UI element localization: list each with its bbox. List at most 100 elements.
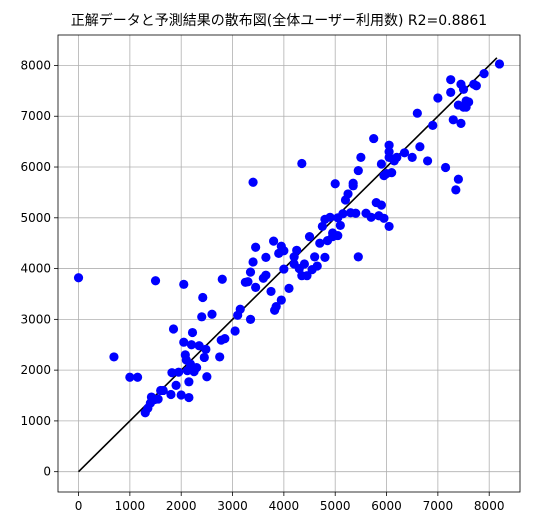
data-point — [235, 304, 245, 314]
data-point — [245, 267, 256, 277]
data-point — [179, 279, 189, 289]
data-point — [494, 59, 505, 69]
data-point — [187, 327, 198, 338]
data-point — [333, 230, 343, 241]
data-point — [335, 220, 345, 231]
x-tick-label: 5000 — [320, 499, 351, 513]
data-point — [451, 185, 461, 195]
y-tick-label: 8000 — [20, 58, 51, 72]
data-point — [109, 352, 119, 362]
x-tick-label: 2000 — [166, 499, 197, 513]
plot-frame — [57, 34, 521, 493]
data-point — [351, 208, 361, 218]
data-point — [125, 372, 135, 382]
y-tick-label: 1000 — [20, 414, 51, 428]
data-point — [284, 283, 294, 293]
data-point — [384, 147, 394, 157]
data-point — [179, 337, 189, 347]
data-point — [384, 221, 394, 232]
data-point — [456, 118, 466, 128]
data-point — [376, 200, 386, 210]
data-point — [184, 377, 194, 387]
data-point — [479, 68, 489, 79]
data-point — [166, 389, 176, 400]
data-point — [168, 324, 179, 334]
data-point — [153, 394, 163, 404]
data-point — [453, 174, 463, 184]
data-point — [353, 252, 363, 262]
data-point — [230, 326, 240, 336]
y-tick-label: 5000 — [20, 211, 51, 225]
data-point — [369, 133, 379, 144]
data-point — [248, 177, 258, 187]
data-point — [217, 274, 227, 284]
data-point — [464, 97, 474, 107]
data-point — [433, 93, 443, 103]
y-tick-label: 4000 — [20, 262, 51, 276]
y-tick-label: 6000 — [20, 160, 51, 174]
data-point — [440, 162, 451, 173]
x-tick-label: 6000 — [371, 499, 402, 513]
data-point — [423, 156, 433, 166]
data-point — [412, 108, 422, 118]
data-point — [132, 372, 143, 382]
data-point — [198, 292, 208, 303]
data-point — [174, 367, 184, 377]
x-tick-label: 0 — [75, 499, 83, 513]
data-point — [428, 120, 438, 130]
data-point — [251, 282, 261, 292]
data-point — [310, 252, 320, 262]
data-point — [458, 84, 469, 94]
data-point — [384, 140, 394, 150]
data-point — [297, 158, 307, 169]
data-point — [261, 252, 271, 263]
point-layer — [73, 59, 505, 418]
data-point — [279, 264, 289, 274]
x-tick-label: 4000 — [269, 499, 300, 513]
grid-layer — [58, 35, 520, 492]
x-tick-label: 8000 — [474, 499, 505, 513]
data-point — [201, 344, 211, 354]
data-point — [366, 212, 376, 222]
data-point — [207, 309, 217, 319]
data-point — [171, 380, 181, 390]
reference-line — [77, 57, 498, 473]
data-point — [292, 245, 302, 255]
data-point — [251, 242, 261, 252]
data-point — [245, 314, 256, 324]
data-point — [276, 295, 286, 305]
y-tick-label: 0 — [43, 465, 51, 479]
data-point — [279, 246, 289, 256]
data-point — [215, 352, 225, 362]
data-point — [379, 213, 389, 223]
data-point — [158, 385, 168, 396]
data-point — [299, 259, 309, 269]
data-point — [317, 221, 327, 232]
data-point — [186, 340, 197, 350]
data-point — [356, 152, 366, 162]
data-point — [343, 189, 353, 199]
y-tick-label: 2000 — [20, 363, 51, 377]
data-point — [150, 276, 161, 286]
data-point — [202, 372, 212, 382]
data-point — [243, 277, 253, 287]
data-point — [446, 75, 456, 85]
tick-layer: 0 1000 2000 3000 4000 5000 6000 7000 8000 0 1000 20… — [20, 58, 504, 513]
data-point — [304, 231, 315, 242]
y-tick-label: 3000 — [20, 312, 51, 326]
data-point — [471, 81, 481, 91]
data-point — [73, 273, 84, 283]
data-point — [266, 286, 276, 297]
data-point — [376, 159, 386, 169]
data-point — [220, 334, 230, 344]
reference-line-layer — [77, 57, 498, 473]
data-point — [348, 178, 358, 188]
data-point — [199, 352, 209, 363]
data-point — [399, 148, 410, 158]
x-tick-label: 7000 — [423, 499, 454, 513]
data-point — [407, 152, 417, 162]
data-point — [325, 212, 335, 222]
data-point — [330, 179, 340, 189]
data-point — [271, 302, 281, 312]
